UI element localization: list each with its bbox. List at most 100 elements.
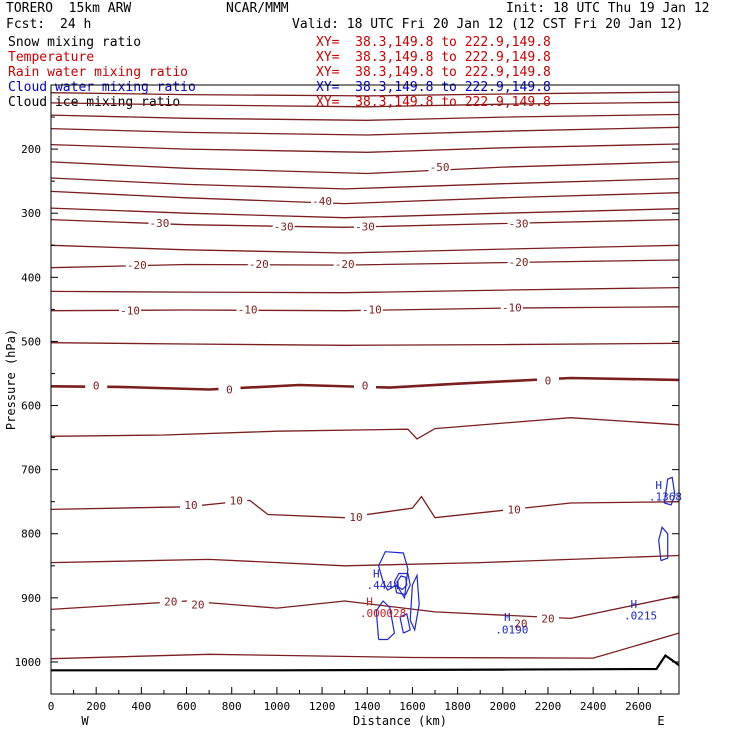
cloud-water-contour <box>397 575 408 591</box>
isotherm-label: -30 <box>509 217 529 230</box>
plot-frame <box>50 84 680 695</box>
west-endpoint-label: W <box>81 714 89 728</box>
isotherm-label-bg <box>333 257 356 270</box>
isotherm-label: 0 <box>362 380 369 393</box>
isotherm-line <box>51 218 679 228</box>
isotherm-line <box>51 306 679 312</box>
isotherm-label: -30 <box>149 217 169 230</box>
legend-temperature-xy: XY= 38.3,149.8 to 222.9,149.8 <box>316 50 551 65</box>
isotherm-label: 20 <box>164 596 177 609</box>
legend-temperature-name: Temperature <box>8 50 95 65</box>
cloud-water-annotation: .0215 <box>624 610 657 623</box>
isotherm-label-bg <box>507 217 530 230</box>
isotherm-label: -10 <box>502 301 522 314</box>
isotherm-label: -20 <box>509 256 529 269</box>
isotherm-label: -10 <box>120 305 140 318</box>
isotherm-line <box>51 417 679 440</box>
y-axis-title: Pressure (hPa) <box>4 329 18 430</box>
isotherm-line <box>51 632 679 660</box>
isotherm-label: 10 <box>349 511 362 524</box>
x-tick-label: 200 <box>86 700 106 713</box>
x-tick-label: 1000 <box>264 700 291 713</box>
x-tick-label: 2400 <box>580 700 607 713</box>
legend-cloud-water-name: Cloud water mixing ratio <box>8 80 196 95</box>
x-tick-label: 2600 <box>625 700 652 713</box>
cloud-water-contour <box>409 573 420 632</box>
x-tick-label: 1800 <box>444 700 471 713</box>
cloud-water-annotation: H <box>504 611 511 624</box>
valid-time: Valid: 18 UTC Fri 20 Jan 12 (12 CST Fri … <box>292 17 684 32</box>
isotherm-label-bg <box>428 161 451 174</box>
isotherm-label: 20 <box>541 612 554 625</box>
isotherm-label: -20 <box>335 258 355 271</box>
isotherm-line <box>51 126 679 136</box>
x-axis-title: Distance (km) <box>353 714 447 728</box>
y-tick-label: 200 <box>21 143 41 156</box>
isotherm-label-bg <box>503 503 526 516</box>
y-tick-label: 300 <box>21 207 41 220</box>
center-name: NCAR/MMM <box>226 1 289 16</box>
y-tick-label: 700 <box>21 464 41 477</box>
isotherm-label-bg <box>500 301 523 314</box>
isotherm-label-bg <box>360 303 383 316</box>
isotherm-label: 10 <box>230 494 243 507</box>
isotherm-label-bg <box>159 595 182 608</box>
isotherm-label: 10 <box>507 503 520 516</box>
isotherm-label: 0 <box>545 375 552 388</box>
cloud-water-annotation: H <box>373 567 380 580</box>
x-tick-label: 2000 <box>490 700 517 713</box>
isotherm-line <box>51 495 679 519</box>
cloud-water-annotation: H <box>655 479 662 492</box>
isotherm-label: 0 <box>226 384 233 397</box>
cloud-water-annotation: .4444 <box>367 579 400 592</box>
y-tick-label: 500 <box>21 335 41 348</box>
isotherm-label: -50 <box>430 161 450 174</box>
cloud-water-contour <box>658 526 669 562</box>
cloud-water-contour <box>663 476 676 506</box>
isotherm-label-bg <box>119 304 142 317</box>
isotherm-label-bg <box>536 612 559 625</box>
cloud-water-annotation: 20 <box>514 617 527 630</box>
isotherm-line <box>51 554 679 567</box>
x-tick-label: 800 <box>222 700 242 713</box>
x-tick-label: 1400 <box>354 700 381 713</box>
isotherm-label-bg <box>180 498 203 511</box>
isotherm-line <box>51 207 679 219</box>
x-tick-label: 400 <box>131 700 151 713</box>
model-name: TORERO 15km ARW <box>6 1 132 16</box>
isotherm-label: 20 <box>191 598 204 611</box>
isotherm-label: -40 <box>312 195 332 208</box>
y-tick-label: 900 <box>21 592 41 605</box>
isotherm-line <box>51 91 679 97</box>
isotherm-line <box>51 244 679 254</box>
isotherm-line <box>51 342 679 346</box>
isotherm-label-bg <box>148 216 171 229</box>
x-tick-label: 1200 <box>309 700 336 713</box>
isotherm-label: 10 <box>184 499 197 512</box>
isotherm-label-bg <box>186 598 209 611</box>
isotherm-line <box>51 190 679 205</box>
init-time: Init: 18 UTC Thu 19 Jan 12 <box>506 1 710 16</box>
x-tick-label: 0 <box>48 700 55 713</box>
isotherm-label-bg <box>272 220 295 233</box>
rain-annotation: .000028 <box>360 607 406 620</box>
isotherm-label: 0 <box>93 380 100 393</box>
east-endpoint-label: E <box>657 714 664 728</box>
isotherm-label-bg <box>125 259 148 272</box>
isotherm-label-bg <box>236 303 259 316</box>
legend-rain-xy: XY= 38.3,149.8 to 222.9,149.8 <box>316 65 551 80</box>
isotherm-label: -30 <box>274 221 294 234</box>
isotherm-label: -30 <box>355 221 375 234</box>
isotherm-label-bg <box>218 383 241 396</box>
cloud-water-annotation: .0190 <box>495 624 528 637</box>
isotherm-label-bg <box>247 257 270 270</box>
legend-cloud-water-xy: XY= 38.3,149.8 to 222.9,149.8 <box>316 80 551 95</box>
isotherm-label-bg <box>536 374 559 387</box>
isotherm-label-bg <box>85 379 108 392</box>
y-tick-label: 400 <box>21 271 41 284</box>
isotherm-line <box>51 143 679 153</box>
y-tick-label: 800 <box>21 528 41 541</box>
isotherm-line <box>51 177 679 190</box>
y-tick-label: 600 <box>21 400 41 413</box>
